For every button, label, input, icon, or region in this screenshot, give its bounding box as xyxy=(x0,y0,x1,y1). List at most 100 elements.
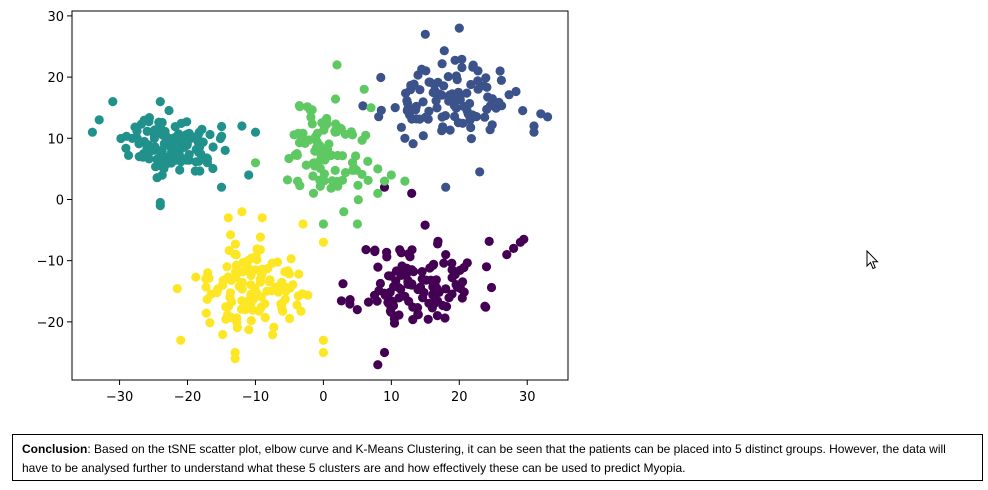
scatter-point-cluster-1 xyxy=(495,66,505,76)
scatter-point-cluster-1 xyxy=(420,29,430,39)
scatter-point-cluster-2 xyxy=(116,133,126,144)
scatter-point-cluster-0 xyxy=(423,314,433,324)
scatter-point-cluster-4 xyxy=(256,302,266,312)
scatter-point-cluster-4 xyxy=(191,272,201,282)
scatter-point-cluster-4 xyxy=(246,316,256,326)
scatter-point-cluster-0 xyxy=(396,248,406,258)
scatter-point-cluster-2 xyxy=(108,97,118,107)
scatter-point-cluster-4 xyxy=(260,313,270,323)
scatter-point-cluster-0 xyxy=(426,275,436,285)
scatter-point-cluster-1 xyxy=(457,54,467,64)
scatter-point-cluster-3 xyxy=(315,163,325,173)
scatter-point-cluster-1 xyxy=(496,75,506,85)
scatter-point-cluster-3 xyxy=(317,118,327,128)
scatter-point-cluster-4 xyxy=(283,266,293,276)
scatter-point-cluster-1 xyxy=(376,72,386,83)
scatter-point-cluster-2 xyxy=(180,131,191,141)
scatter-point-cluster-4 xyxy=(255,274,265,284)
scatter-point-cluster-3 xyxy=(333,122,343,132)
scatter-point-cluster-1 xyxy=(418,97,428,107)
scatter-point-cluster-3 xyxy=(326,183,336,193)
scatter-point-cluster-1 xyxy=(466,79,476,90)
scatter-point-cluster-0 xyxy=(407,188,417,198)
scatter-point-cluster-3 xyxy=(373,164,383,174)
scatter-point-cluster-0 xyxy=(370,246,380,257)
scatter-point-cluster-1 xyxy=(480,112,490,122)
scatter-point-cluster-1 xyxy=(431,96,441,106)
scatter-point-cluster-3 xyxy=(330,94,341,104)
scatter-point-cluster-3 xyxy=(379,176,390,186)
scatter-point-cluster-2 xyxy=(121,143,131,153)
y-axis: −20 −10 0 10 20 30 xyxy=(37,10,72,331)
scatter-point-cluster-3 xyxy=(250,158,261,168)
scatter-point-cluster-0 xyxy=(508,243,519,253)
scatter-point-cluster-1 xyxy=(481,73,491,83)
scatter-point-cluster-2 xyxy=(194,147,204,157)
scatter-point-cluster-0 xyxy=(420,220,430,230)
scatter-point-cluster-1 xyxy=(445,125,455,135)
conclusion-box: Conclusion: Based on the tSNE scatter pl… xyxy=(12,434,983,481)
scatter-point-cluster-1 xyxy=(439,81,449,91)
scatter-point-cluster-2 xyxy=(193,130,203,140)
scatter-point-cluster-1 xyxy=(454,23,464,33)
scatter-point-cluster-0 xyxy=(415,282,426,292)
scatter-point-cluster-1 xyxy=(473,76,483,86)
scatter-point-cluster-1 xyxy=(504,90,514,100)
scatter-point-cluster-2 xyxy=(167,134,177,145)
scatter-point-cluster-4 xyxy=(264,277,274,287)
scatter-point-cluster-0 xyxy=(432,311,442,321)
scatter-point-cluster-0 xyxy=(502,250,512,260)
scatter-point-cluster-1 xyxy=(403,104,413,114)
scatter-point-cluster-0 xyxy=(440,313,450,323)
x-tick-label: 10 xyxy=(383,390,400,405)
scatter-point-cluster-4 xyxy=(303,290,313,300)
scatter-point-cluster-4 xyxy=(257,213,267,223)
scatter-point-cluster-4 xyxy=(255,232,265,242)
y-tick-label: −10 xyxy=(37,255,64,270)
scatter-point-cluster-0 xyxy=(375,278,385,289)
scatter-point-cluster-4 xyxy=(257,264,267,274)
scatter-point-cluster-4 xyxy=(206,289,216,299)
scatter-point-cluster-4 xyxy=(230,239,240,249)
x-tick-label: −20 xyxy=(174,390,201,405)
scatter-point-cluster-4 xyxy=(237,296,247,306)
scatter-point-cluster-0 xyxy=(338,279,348,289)
scatter-point-cluster-1 xyxy=(438,122,448,132)
scatter-point-cluster-0 xyxy=(373,262,383,272)
y-tick-label: −20 xyxy=(37,316,64,331)
scatter-point-cluster-1 xyxy=(543,112,553,122)
scatter-point-cluster-2 xyxy=(217,121,227,132)
scatter-point-cluster-3 xyxy=(346,127,356,137)
scatter-point-cluster-4 xyxy=(318,347,328,358)
scatter-point-cluster-1 xyxy=(441,182,451,192)
scatter-point-cluster-3 xyxy=(302,102,312,112)
scatter-point-cluster-1 xyxy=(408,139,418,149)
scatter-point-cluster-4 xyxy=(201,308,211,318)
scatter-point-cluster-3 xyxy=(293,176,303,186)
scatter-point-cluster-1 xyxy=(444,96,454,106)
x-tick-label: 20 xyxy=(451,390,468,405)
scatter-point-cluster-3 xyxy=(363,156,373,166)
scatter-point-cluster-3 xyxy=(386,170,396,180)
scatter-point-cluster-0 xyxy=(361,245,371,255)
scatter-point-cluster-4 xyxy=(225,230,236,240)
scatter-point-cluster-4 xyxy=(244,325,254,335)
scatter-point-cluster-1 xyxy=(471,112,482,122)
scatter-point-cluster-1 xyxy=(437,59,447,69)
plot-frame xyxy=(71,10,569,381)
x-tick-label: −30 xyxy=(106,390,133,405)
scatter-point-cluster-2 xyxy=(174,150,184,160)
scatter-point-cluster-1 xyxy=(475,167,485,177)
scatter-point-cluster-3 xyxy=(351,151,361,161)
scatter-point-cluster-4 xyxy=(298,219,308,229)
scatter-point-cluster-4 xyxy=(318,237,328,247)
scatter-point-cluster-4 xyxy=(237,207,247,217)
x-axis: −30 −20 −10 0 10 20 30 xyxy=(106,380,536,405)
scatter-point-cluster-2 xyxy=(164,105,174,116)
scatter-point-cluster-1 xyxy=(473,84,483,94)
scatter-point-cluster-1 xyxy=(418,131,428,141)
scatter-point-cluster-2 xyxy=(155,201,165,211)
scatter-point-cluster-1 xyxy=(443,72,453,82)
scatter-point-cluster-4 xyxy=(277,298,287,308)
scatter-point-cluster-2 xyxy=(157,117,167,128)
